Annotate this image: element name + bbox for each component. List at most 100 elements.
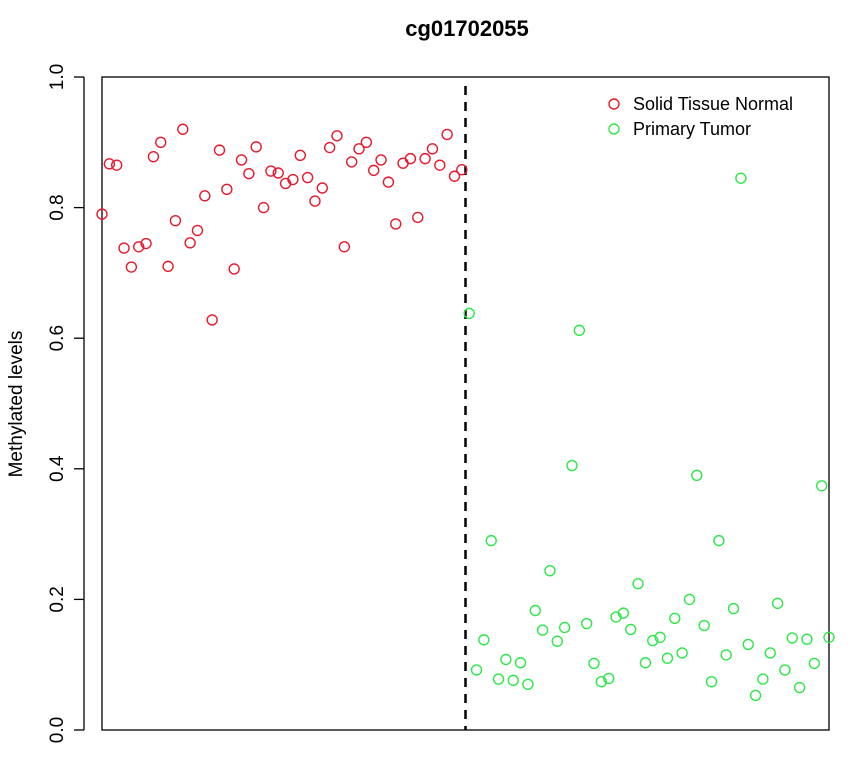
tumor-point (639, 657, 652, 669)
normal-point (434, 159, 446, 171)
tumor-point (713, 534, 725, 547)
normal-point (110, 159, 123, 171)
tumor-point (588, 657, 600, 670)
tumor-point (815, 480, 828, 492)
normal-point (250, 141, 262, 153)
normal-point (257, 201, 270, 214)
tumor-point (691, 469, 703, 482)
tumor-point (500, 653, 512, 666)
normal-point (353, 143, 365, 155)
normal-point (265, 165, 277, 177)
normal-point (287, 173, 299, 186)
normal-point (448, 170, 461, 182)
normal-point (213, 144, 226, 156)
tumor-point (735, 172, 747, 184)
normal-point (345, 156, 358, 168)
tumor-point (536, 624, 549, 636)
tumor-point (485, 534, 497, 547)
y-tick-label: 0.0 (47, 717, 68, 743)
tumor-point (676, 647, 688, 659)
tumor-point (580, 617, 593, 630)
normal-point (96, 208, 108, 220)
tumor-point (757, 673, 769, 685)
y-tick-label: 0.8 (47, 194, 68, 220)
tumor-point (617, 607, 630, 619)
tumor-point (478, 634, 490, 646)
tumor-point (669, 612, 681, 625)
normal-point (125, 261, 138, 273)
tumor-point (727, 602, 740, 615)
normal-point (360, 136, 373, 149)
tumor-point (742, 638, 754, 651)
normal-point (390, 218, 402, 230)
normal-point (419, 152, 431, 165)
tumor-point (705, 675, 718, 688)
y-tick-label: 0.4 (47, 455, 68, 482)
normal-point (294, 149, 306, 162)
tumor-point (749, 689, 762, 702)
tumor-point (492, 673, 505, 685)
normal-point (221, 183, 233, 196)
normal-point (118, 242, 130, 254)
tumor-point (808, 657, 821, 670)
legend: Solid Tissue Normal Primary Tumor (608, 94, 793, 139)
legend-marker (608, 98, 620, 110)
y-tick-label: 0.6 (47, 325, 68, 351)
normal-point (184, 237, 196, 249)
tumor-point (683, 593, 696, 606)
y-tick-label: 0.2 (47, 586, 68, 612)
normal-point (441, 128, 453, 141)
normal-point (103, 158, 116, 170)
normal-point (412, 211, 424, 224)
normal-point (338, 241, 351, 253)
y-axis-label: Methylated levels (6, 331, 27, 478)
normal-point (140, 237, 152, 250)
tumor-point (632, 578, 644, 590)
tumor-point (793, 681, 806, 694)
tumor-point (514, 657, 527, 669)
normal-point (199, 190, 211, 202)
normal-point (177, 123, 189, 135)
normal-point (235, 154, 248, 166)
normal-point (368, 164, 380, 177)
tumor-point (595, 675, 608, 688)
tumor-point (654, 631, 666, 643)
tumor-point (507, 674, 519, 687)
tumor-point (801, 633, 813, 645)
tumor-point (558, 621, 571, 634)
normal-point (375, 154, 387, 166)
normal-point (404, 152, 417, 165)
tumor-point (529, 604, 541, 617)
normal-point (309, 195, 321, 207)
normal-point (272, 167, 284, 179)
legend-label: Solid Tissue Normal (633, 94, 793, 114)
tumor-point (566, 459, 578, 472)
normal-point (206, 314, 218, 326)
tumor-point (551, 635, 563, 647)
y-axis: 0.0 0.2 0.4 0.6 0.8 1.0 (47, 64, 85, 743)
y-tick-label: 1.0 (47, 64, 68, 90)
normal-point (228, 263, 240, 275)
normal-point (382, 176, 395, 188)
tumor-point (779, 664, 791, 676)
tumor-point (625, 623, 637, 636)
tumor-point (463, 307, 475, 320)
tumor-point (698, 619, 710, 632)
normal-point (323, 141, 336, 154)
tumor-point (647, 634, 659, 647)
tumor-point (544, 564, 556, 577)
normal-point (301, 171, 314, 184)
normal-point (147, 150, 160, 163)
normal-point (162, 260, 174, 273)
legend-label: Primary Tumor (633, 119, 751, 139)
normal-point (426, 143, 439, 155)
tumor-point (573, 324, 586, 337)
normal-point (456, 164, 468, 176)
normal-point (155, 136, 167, 149)
tumor-point (661, 652, 674, 664)
tumor-point (771, 597, 784, 610)
normal-point (397, 157, 409, 169)
tumor-point (470, 664, 483, 676)
normal-point (243, 167, 255, 180)
